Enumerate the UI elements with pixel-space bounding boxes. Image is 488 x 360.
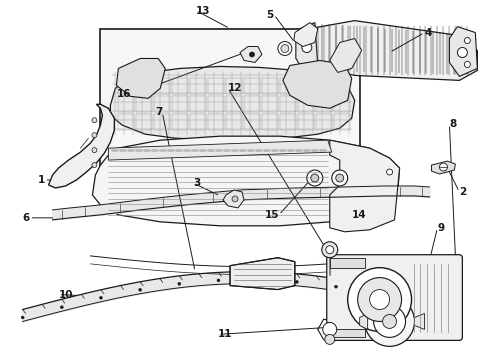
Text: 3: 3 [193,178,200,188]
Text: 6: 6 [22,213,30,223]
Circle shape [382,315,396,328]
Circle shape [99,296,102,299]
Circle shape [321,242,337,258]
Polygon shape [359,314,367,329]
Circle shape [92,148,97,153]
Text: 4: 4 [424,28,431,37]
Text: 11: 11 [218,329,232,339]
Circle shape [178,282,181,285]
Circle shape [386,169,392,175]
Text: 16: 16 [117,89,131,99]
Circle shape [60,306,63,309]
Text: 1: 1 [37,175,44,185]
Text: 15: 15 [264,210,278,220]
Polygon shape [240,46,262,62]
Circle shape [310,174,318,182]
Polygon shape [108,140,331,160]
Text: 2: 2 [458,187,466,197]
Polygon shape [329,39,361,72]
Text: 10: 10 [59,289,73,300]
FancyBboxPatch shape [326,255,462,340]
Circle shape [92,133,97,138]
Circle shape [306,170,322,186]
Circle shape [277,41,291,55]
Circle shape [357,278,401,321]
Circle shape [139,288,142,291]
Circle shape [256,278,259,281]
Text: 12: 12 [227,84,242,93]
Circle shape [334,285,337,288]
Polygon shape [448,27,476,76]
Circle shape [373,306,405,337]
Text: 9: 9 [437,223,444,233]
Circle shape [322,323,336,336]
Polygon shape [223,190,244,208]
Circle shape [373,292,376,295]
Circle shape [439,163,447,171]
Polygon shape [430,161,454,174]
Polygon shape [48,104,114,188]
Circle shape [464,37,469,44]
Polygon shape [329,258,364,268]
Polygon shape [293,23,317,46]
Text: 13: 13 [196,6,210,15]
Text: 5: 5 [266,10,273,20]
Text: 7: 7 [155,107,162,117]
Circle shape [335,174,343,182]
Polygon shape [414,314,424,329]
Circle shape [331,170,347,186]
Circle shape [325,246,333,254]
Polygon shape [110,67,354,140]
FancyBboxPatch shape [100,28,359,198]
Polygon shape [329,329,364,337]
Circle shape [232,196,238,202]
Circle shape [295,280,298,283]
Polygon shape [299,21,476,80]
Circle shape [324,334,334,345]
Text: 14: 14 [351,210,366,220]
Polygon shape [116,58,165,98]
Polygon shape [283,60,351,108]
Circle shape [464,62,469,67]
Polygon shape [329,140,399,232]
Text: 8: 8 [448,119,456,129]
Circle shape [217,279,220,282]
Circle shape [280,45,288,53]
Circle shape [301,42,311,53]
Polygon shape [229,258,294,289]
Circle shape [92,163,97,167]
Circle shape [456,48,467,58]
Circle shape [249,52,254,57]
Polygon shape [92,136,399,226]
Circle shape [92,118,97,123]
Circle shape [21,316,24,319]
Circle shape [369,289,389,310]
Polygon shape [295,23,317,72]
Circle shape [347,268,411,332]
Circle shape [364,297,414,346]
